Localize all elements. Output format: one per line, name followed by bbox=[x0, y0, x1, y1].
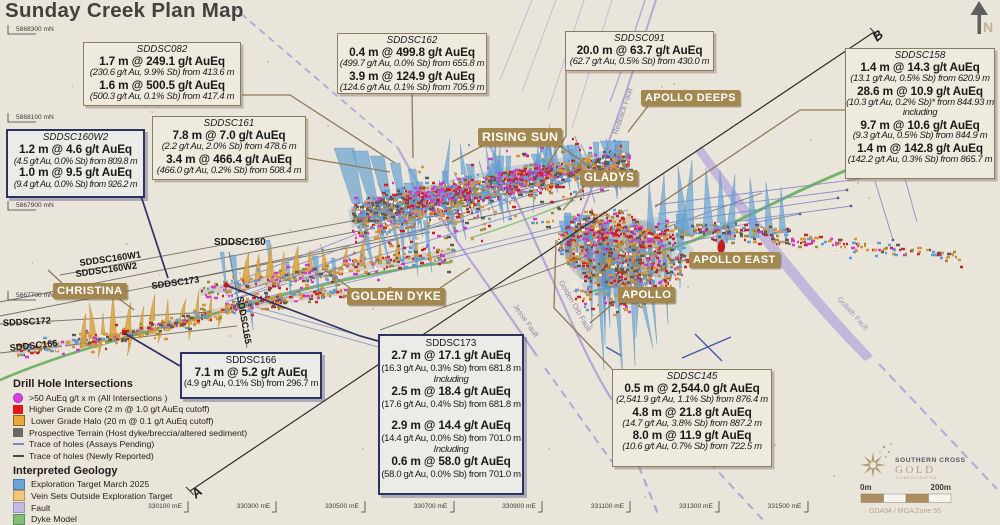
svg-text:SOUTHERN CROSS: SOUTHERN CROSS bbox=[895, 457, 966, 464]
svg-text:330300 mE: 330300 mE bbox=[237, 503, 271, 510]
svg-text:331500 mE: 331500 mE bbox=[768, 503, 802, 510]
svg-text:5867900 mN: 5867900 mN bbox=[16, 202, 54, 209]
svg-text:330700 mE: 330700 mE bbox=[414, 503, 448, 510]
svg-text:5868300 mN: 5868300 mN bbox=[16, 26, 54, 33]
svg-text:5868100 mN: 5868100 mN bbox=[16, 114, 54, 121]
svg-text:5867700 mN: 5867700 mN bbox=[16, 292, 54, 299]
svg-text:SDDSC166: SDDSC166 bbox=[9, 338, 58, 353]
svg-text:331100 mE: 331100 mE bbox=[591, 503, 625, 510]
svg-text:331300 mE: 331300 mE bbox=[679, 503, 713, 510]
svg-text:330100 mE: 330100 mE bbox=[148, 503, 182, 510]
svg-text:330900 mE: 330900 mE bbox=[502, 503, 536, 510]
svg-text:CONSOLIDATED: CONSOLIDATED bbox=[896, 476, 937, 480]
svg-text:N: N bbox=[983, 19, 993, 35]
svg-text:SDDSC172: SDDSC172 bbox=[3, 315, 52, 328]
svg-text:GDA94 / MGA Zone 55: GDA94 / MGA Zone 55 bbox=[869, 508, 941, 515]
svg-text:GOLD: GOLD bbox=[895, 464, 936, 476]
svg-text:330500 mE: 330500 mE bbox=[325, 503, 359, 510]
svg-text:200m: 200m bbox=[931, 483, 951, 492]
svg-text:SDDSC160: SDDSC160 bbox=[214, 237, 266, 248]
svg-text:0m: 0m bbox=[860, 483, 872, 492]
